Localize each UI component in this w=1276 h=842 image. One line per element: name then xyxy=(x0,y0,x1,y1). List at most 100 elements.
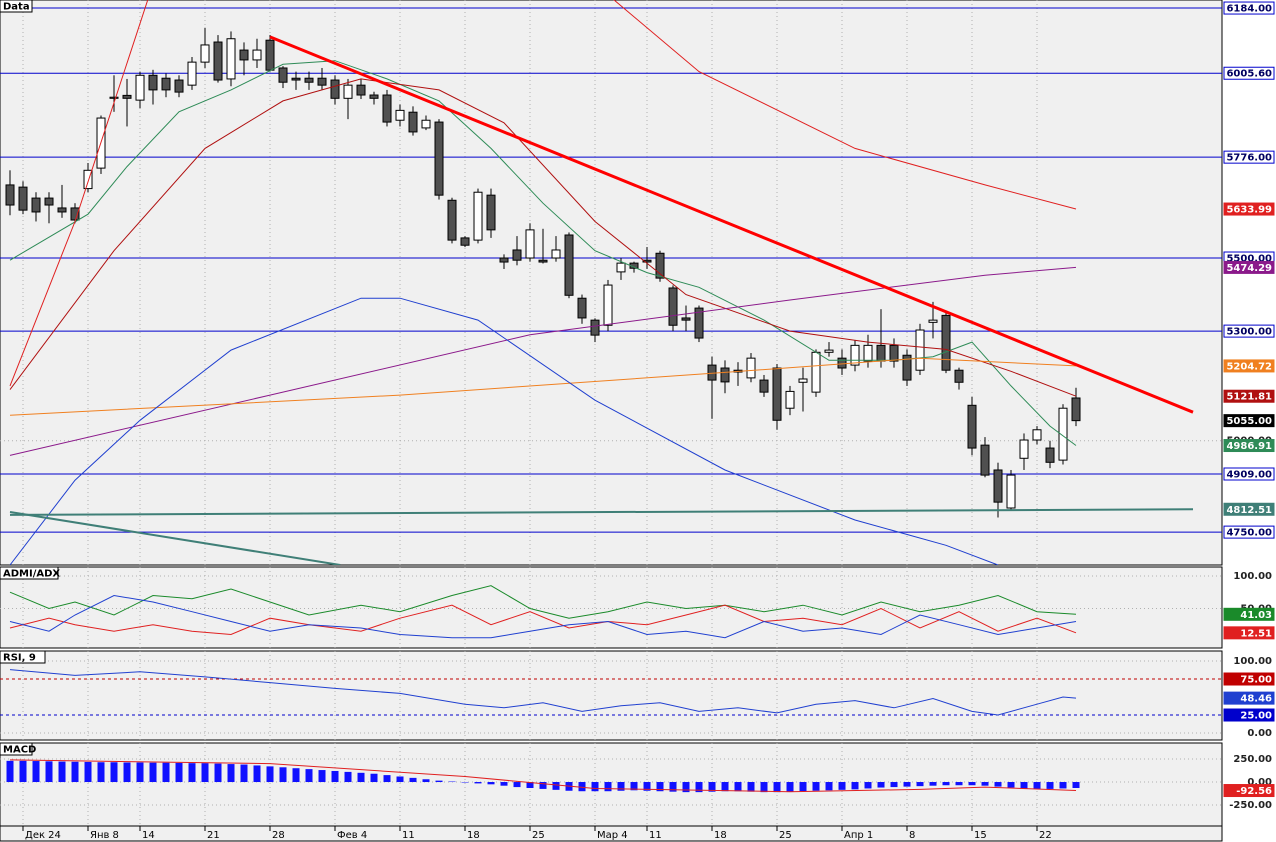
candle-body xyxy=(1006,474,1016,509)
macd-bar xyxy=(1046,782,1054,789)
macd-bar xyxy=(357,772,365,783)
axis-labels: 250.00 0.00 -250.00 -92.56 xyxy=(1223,754,1275,811)
level-label-box xyxy=(1223,324,1275,338)
indicator-line xyxy=(9,266,1077,456)
x-tick-label: Апр 1 xyxy=(844,830,873,841)
candle-body xyxy=(148,74,158,91)
x-tick-label: 25 xyxy=(532,830,545,841)
level-label-box xyxy=(1223,525,1275,539)
macd-bar xyxy=(825,782,833,791)
candle-body xyxy=(642,259,652,263)
level-label-box xyxy=(1223,672,1275,686)
candle-body xyxy=(824,349,834,353)
candle-body xyxy=(681,317,691,321)
macd-bar xyxy=(162,762,170,783)
line-end-label-box xyxy=(1223,260,1275,274)
macd-bar xyxy=(110,762,118,783)
macd-bar xyxy=(929,782,937,786)
candle-body xyxy=(707,364,717,381)
candle-body xyxy=(31,197,41,213)
panel-bg xyxy=(0,0,1223,566)
candle-body xyxy=(304,77,314,83)
candle-body xyxy=(252,49,262,61)
candle-body xyxy=(564,234,574,296)
macd-bar xyxy=(656,782,664,792)
macd-bar xyxy=(708,782,716,792)
line-end-label: 41.03 xyxy=(1240,610,1272,621)
macd-bar xyxy=(643,782,651,791)
macd-bar xyxy=(305,769,313,783)
indicator-line xyxy=(9,759,1077,793)
macd-bar xyxy=(864,782,872,789)
macd-bar xyxy=(773,782,781,793)
x-tick-label: 14 xyxy=(142,830,155,841)
candle-body xyxy=(512,249,522,261)
candle-body xyxy=(863,344,873,362)
indicator-line xyxy=(9,78,1077,397)
macd-bar xyxy=(877,782,885,788)
candle-body xyxy=(577,297,587,319)
macd-bar xyxy=(539,782,547,789)
y-tick-label: 0.00 xyxy=(1247,777,1272,788)
macd-bar xyxy=(422,779,430,783)
candle-body xyxy=(369,94,379,99)
candle-body xyxy=(655,252,665,279)
macd-bar xyxy=(695,782,703,793)
macd-bar xyxy=(1072,782,1080,788)
candle-body xyxy=(902,354,912,381)
macd-bar xyxy=(331,770,339,783)
candle-body xyxy=(109,96,119,99)
indicator-line xyxy=(269,35,1194,414)
line-end-label-box xyxy=(1223,202,1275,216)
macd-bar xyxy=(981,782,989,786)
candle-body xyxy=(226,38,236,80)
macd-bar xyxy=(149,762,157,783)
macd-bar xyxy=(487,782,495,785)
candle-body xyxy=(343,84,353,99)
candle-body xyxy=(447,199,457,241)
candle-body xyxy=(668,287,678,326)
candle-body xyxy=(1019,439,1029,459)
line-end-label: 5474.29 xyxy=(1226,263,1272,274)
candle-body xyxy=(382,94,392,123)
macd-bar xyxy=(1033,782,1041,789)
indicator-line xyxy=(9,357,1077,416)
candle-body xyxy=(941,314,951,371)
line-end-label: 4986.91 xyxy=(1226,441,1272,452)
indicator-line xyxy=(9,669,1077,716)
x-tick-label: 18 xyxy=(467,830,480,841)
y-tick-label: -250.00 xyxy=(1229,800,1272,811)
candle-body xyxy=(889,344,899,362)
candle-body xyxy=(434,121,444,196)
level-label-box xyxy=(1223,1,1275,15)
x-tick-label: 25 xyxy=(779,830,792,841)
macd-bar xyxy=(71,761,79,783)
macd-bar xyxy=(97,762,105,783)
candle-body xyxy=(811,351,821,393)
macd-bar xyxy=(188,763,196,783)
y-tick-label: 100.00 xyxy=(1233,656,1272,667)
y-tick-label: 100.00 xyxy=(1233,571,1272,582)
line-end-label-box xyxy=(1223,607,1275,621)
level-label-box xyxy=(1223,708,1275,722)
level-label: 4750.00 xyxy=(1226,528,1272,539)
candle-body xyxy=(187,61,197,86)
line-end-label: 5633.99 xyxy=(1226,205,1272,216)
candle-body xyxy=(317,77,327,86)
macd-bar xyxy=(851,782,859,790)
macd-bar xyxy=(812,782,820,791)
x-tick-label: 11 xyxy=(649,830,662,841)
candle-body xyxy=(83,169,93,190)
x-tick-label: Дек 24 xyxy=(25,830,61,841)
candle-body xyxy=(876,344,886,362)
macd-bar xyxy=(6,760,14,783)
macd-bar xyxy=(786,782,794,792)
candle-body xyxy=(356,84,366,96)
macd-bar xyxy=(1007,782,1015,788)
candle-body xyxy=(590,319,600,336)
axis-labels: 100.00 0.00 75.00 25.00 48.46 xyxy=(1223,656,1275,739)
candle-body xyxy=(395,109,405,121)
x-tick-label: Мар 4 xyxy=(597,830,628,841)
level-label-box xyxy=(1223,66,1275,80)
